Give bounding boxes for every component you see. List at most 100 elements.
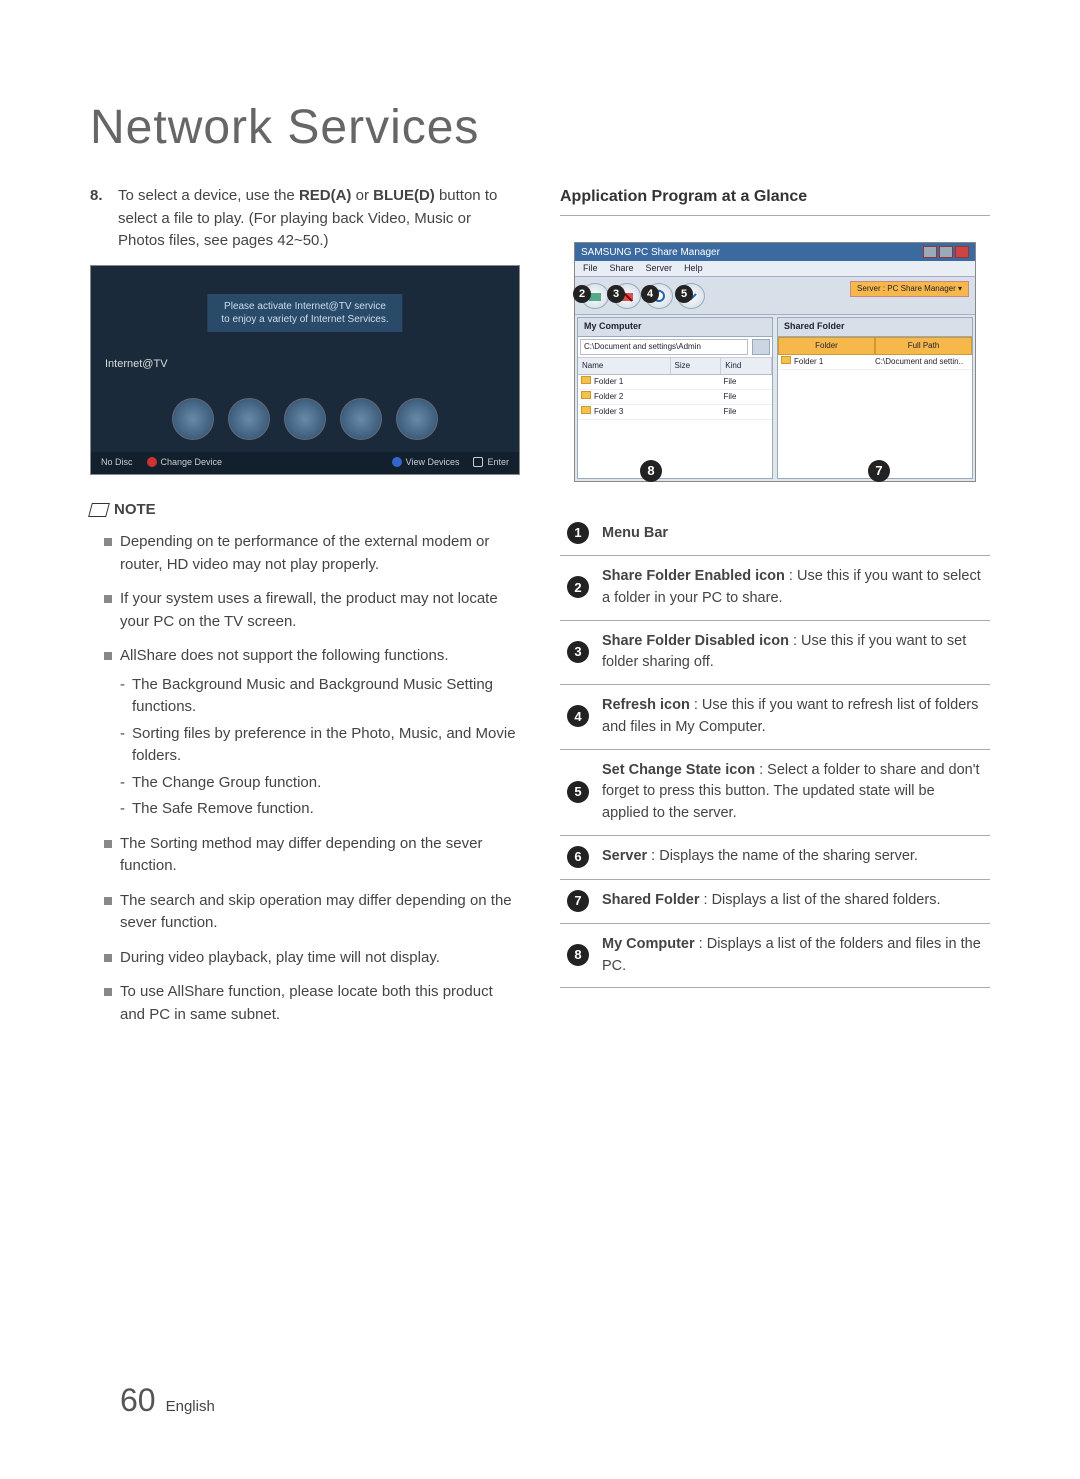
menu-server[interactable]: Server (646, 262, 673, 275)
note-icon (88, 503, 110, 517)
tv-footer: No Disc Change Device View Devices Enter (91, 452, 519, 474)
legend-text: Shared Folder : Displays a list of the s… (596, 879, 990, 923)
note-item: During video playback, play time will no… (104, 947, 520, 970)
right-column: Application Program at a Glance 1 6 SAMS… (560, 185, 990, 1038)
callout-4: 4 (641, 285, 659, 303)
legend-num: 6 (567, 846, 589, 868)
tv-banner-line2: to enjoy a variety of Internet Services. (221, 313, 388, 326)
note-subitem: The Safe Remove function. (120, 798, 520, 821)
step-number: 8. (90, 185, 112, 253)
go-button[interactable] (752, 339, 770, 355)
path-input[interactable]: C:\Document and settings\Admin (580, 339, 748, 355)
tv-app-icon (284, 398, 326, 440)
folder-icon (581, 391, 591, 399)
cell-size (675, 376, 724, 388)
note-text: To use AllShare function, please locate … (120, 983, 493, 1023)
note-item: To use AllShare function, please locate … (104, 981, 520, 1026)
col-folder: Folder (778, 337, 875, 355)
left-column: 8. To select a device, use the RED(A) or… (90, 185, 520, 1038)
change-device-label: Change Device (147, 456, 223, 470)
menu-share[interactable]: Share (610, 262, 634, 275)
my-computer-panel: My Computer C:\Document and settings\Adm… (577, 317, 773, 479)
cell-folder: Folder 1 (794, 357, 823, 366)
callout-3: 3 (607, 285, 625, 303)
note-text: The search and skip operation may differ… (120, 892, 512, 932)
folder-icon (781, 356, 791, 364)
app-menubar: File Share Server Help (575, 261, 975, 277)
minimize-icon[interactable] (923, 246, 937, 258)
view-devices-label: View Devices (392, 456, 460, 470)
close-icon[interactable] (955, 246, 969, 258)
menu-file[interactable]: File (583, 262, 598, 275)
callout-2: 2 (573, 285, 591, 303)
folder-icon (581, 406, 591, 414)
note-text: During video playback, play time will no… (120, 949, 440, 966)
col-size: Size (671, 358, 722, 374)
path-bar: C:\Document and settings\Admin (578, 337, 772, 358)
note-subitem: Sorting files by preference in the Photo… (120, 723, 520, 768)
table-row[interactable]: Folder 3 File (578, 405, 772, 420)
legend-text: Set Change State icon : Select a folder … (596, 749, 990, 835)
cell-kind: File (724, 406, 773, 418)
tv-app-icon (228, 398, 270, 440)
menu-help[interactable]: Help (684, 262, 703, 275)
note-heading-text: NOTE (114, 499, 156, 522)
legend-row: 8 My Computer : Displays a list of the f… (560, 923, 990, 988)
note-text: Depending on te performance of the exter… (120, 533, 489, 573)
internet-tv-label: Internet@TV (105, 356, 168, 373)
grid-header: Name Size Kind (578, 358, 772, 375)
legend-row: 2 Share Folder Enabled icon : Use this i… (560, 556, 990, 621)
legend-text: My Computer : Displays a list of the fol… (596, 923, 990, 988)
legend-text: Refresh icon : Use this if you want to r… (596, 685, 990, 750)
table-row[interactable]: Folder 2 File (578, 390, 772, 405)
legend-row: 7 Shared Folder : Displays a list of the… (560, 879, 990, 923)
maximize-icon[interactable] (939, 246, 953, 258)
cell-kind: File (724, 391, 773, 403)
tv-banner-line1: Please activate Internet@TV service (221, 300, 388, 313)
cell-size (675, 391, 724, 403)
note-subitem: The Background Music and Background Musi… (120, 674, 520, 719)
callout-5: 5 (675, 285, 693, 303)
legend-num: 8 (567, 944, 589, 966)
table-row[interactable]: Folder 1 C:\Document and settin.. (778, 355, 972, 370)
page-language: English (166, 1398, 215, 1415)
app-titlebar: SAMSUNG PC Share Manager (575, 243, 975, 261)
legend-num: 5 (567, 781, 589, 803)
right-grid-header: Folder Full Path (778, 337, 972, 355)
red-a-label: RED(A) (299, 187, 352, 204)
tv-app-icon (396, 398, 438, 440)
legend-text: Share Folder Disabled icon : Use this if… (596, 620, 990, 685)
callout-8: 8 (640, 460, 662, 482)
legend-row: 1 Menu Bar (560, 512, 990, 556)
table-row[interactable]: Folder 1 File (578, 375, 772, 390)
tv-app-icon (172, 398, 214, 440)
legend-text: Share Folder Enabled icon : Use this if … (596, 556, 990, 621)
note-text: The Sorting method may differ depending … (120, 835, 482, 875)
legend-row: 6 Server : Displays the name of the shar… (560, 835, 990, 879)
legend-num: 4 (567, 705, 589, 727)
application-glance-heading: Application Program at a Glance (560, 185, 990, 216)
tv-screenshot: Please activate Internet@TV service to e… (90, 265, 520, 475)
folder-icon (581, 376, 591, 384)
note-item: The Sorting method may differ depending … (104, 833, 520, 878)
tv-app-icon (340, 398, 382, 440)
page-number: 60 (120, 1382, 156, 1419)
cell-kind: File (724, 376, 773, 388)
callout-7: 7 (868, 460, 890, 482)
notes-list: Depending on te performance of the exter… (90, 531, 520, 1026)
col-fullpath: Full Path (875, 337, 972, 355)
legend-text: Menu Bar (596, 512, 990, 556)
server-dropdown[interactable]: Server : PC Share Manager ▾ (850, 281, 969, 297)
note-heading: NOTE (90, 499, 520, 522)
step-mid: or (351, 187, 373, 204)
cell-name: Folder 3 (594, 407, 623, 416)
col-name: Name (578, 358, 671, 374)
step-text: To select a device, use the RED(A) or BL… (118, 185, 520, 253)
grid-rows: Folder 1 File Folder 2 File Folder 3 (578, 375, 772, 479)
app-window: SAMSUNG PC Share Manager File Share Serv… (574, 242, 976, 482)
blue-d-label: BLUE(D) (373, 187, 435, 204)
note-item: If your system uses a firewall, the prod… (104, 588, 520, 633)
window-buttons (923, 246, 969, 258)
legend-num: 1 (567, 522, 589, 544)
tv-banner: Please activate Internet@TV service to e… (207, 294, 402, 332)
